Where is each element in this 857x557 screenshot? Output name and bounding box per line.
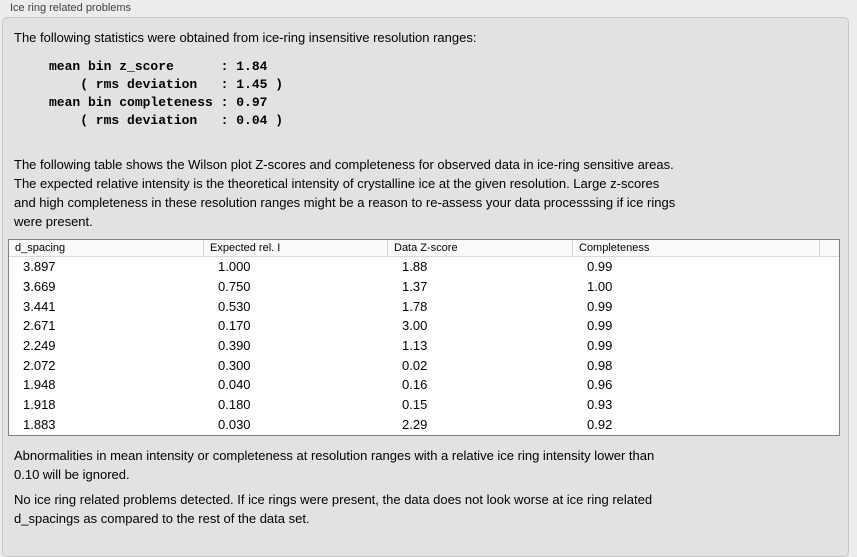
table-row[interactable]: 3.669 0.750 1.37 1.00 [9,277,839,297]
column-header-data-z-score[interactable]: Data Z-score [388,240,573,256]
table-row[interactable]: 2.072 0.300 0.02 0.98 [9,355,839,375]
cell-expected-rel-i: 0.170 [218,318,251,334]
cell-d-spacing: 1.883 [23,416,56,432]
description-line: The following table shows the Wilson plo… [14,157,674,172]
column-header-completeness[interactable]: Completeness [573,240,820,256]
cell-completeness: 0.92 [587,416,613,432]
cell-data-z-score: 3.00 [402,318,428,334]
cell-d-spacing: 2.671 [23,318,56,334]
cell-expected-rel-i: 0.750 [218,279,251,295]
table-row[interactable]: 3.441 0.530 1.78 0.99 [9,296,839,316]
stat-completeness-rms-deviation: ( rms deviation : 0.04 ) [49,113,284,128]
description-line: were present. [14,214,93,229]
cell-data-z-score: 0.16 [402,377,428,393]
cell-completeness: 0.93 [587,397,613,413]
ignore-rule-note: Abnormalities in mean intensity or compl… [14,446,654,484]
cell-d-spacing: 3.669 [23,279,56,295]
column-header-d-spacing[interactable]: d_spacing [9,240,204,256]
description-line: The expected relative intensity is the t… [14,176,660,191]
cell-data-z-score: 0.15 [402,397,428,413]
cell-d-spacing: 2.072 [23,357,56,373]
cell-expected-rel-i: 0.390 [218,338,251,354]
table-row[interactable]: 1.883 0.030 2.29 0.92 [9,415,839,435]
cell-data-z-score: 0.02 [402,357,428,373]
column-header-expected-rel-i[interactable]: Expected rel. I [204,240,388,256]
cell-completeness: 1.00 [587,279,613,295]
table-row[interactable]: 2.671 0.170 3.00 0.99 [9,316,839,336]
column-header-empty [820,240,839,256]
cell-expected-rel-i: 0.300 [218,357,251,373]
cell-d-spacing: 3.897 [23,259,56,275]
cell-data-z-score: 1.37 [402,279,428,295]
cell-data-z-score: 1.88 [402,259,428,275]
table-row[interactable]: 2.249 0.390 1.13 0.99 [9,336,839,356]
cell-expected-rel-i: 0.040 [218,377,251,393]
cell-expected-rel-i: 0.030 [218,416,251,432]
cell-expected-rel-i: 0.180 [218,397,251,413]
conclusion-line: d_spacings as compared to the rest of th… [14,511,310,526]
description-line: and high completeness in these resolutio… [14,195,676,210]
table-row[interactable]: 1.948 0.040 0.16 0.96 [9,375,839,395]
cell-data-z-score: 1.78 [402,298,428,314]
cell-completeness: 0.99 [587,259,613,275]
cell-d-spacing: 1.918 [23,397,56,413]
ignore-rule-line: 0.10 will be ignored. [14,467,130,482]
stat-mean-bin-z-score: mean bin z_score : 1.84 [49,59,268,74]
cell-expected-rel-i: 1.000 [218,259,251,275]
cell-completeness: 0.99 [587,318,613,334]
stat-mean-bin-completeness: mean bin completeness : 0.97 [49,95,268,110]
intro-text: The following statistics were obtained f… [14,30,477,45]
table-header-row: d_spacing Expected rel. I Data Z-score C… [9,240,839,257]
table-description: The following table shows the Wilson plo… [14,155,675,231]
cell-completeness: 0.99 [587,298,613,314]
cell-d-spacing: 1.948 [23,377,56,393]
conclusion-note: No ice ring related problems detected. I… [14,490,652,528]
stat-z-score-rms-deviation: ( rms deviation : 1.45 ) [49,77,284,92]
cell-data-z-score: 2.29 [402,416,428,432]
cell-completeness: 0.98 [587,357,613,373]
cell-completeness: 0.99 [587,338,613,354]
cell-d-spacing: 3.441 [23,298,56,314]
cell-data-z-score: 1.13 [402,338,428,354]
conclusion-line: No ice ring related problems detected. I… [14,492,653,507]
table-row[interactable]: 1.918 0.180 0.15 0.93 [9,395,839,415]
cell-completeness: 0.96 [587,377,613,393]
panel-title: Ice ring related problems [10,2,132,14]
stats-block: mean bin z_score : 1.84 ( rms deviation … [49,58,283,130]
cell-d-spacing: 2.249 [23,338,56,354]
table-row[interactable]: 3.897 1.000 1.88 0.99 [9,257,839,277]
ice-ring-table: d_spacing Expected rel. I Data Z-score C… [8,239,840,436]
ignore-rule-line: Abnormalities in mean intensity or compl… [14,448,655,463]
cell-expected-rel-i: 0.530 [218,298,251,314]
